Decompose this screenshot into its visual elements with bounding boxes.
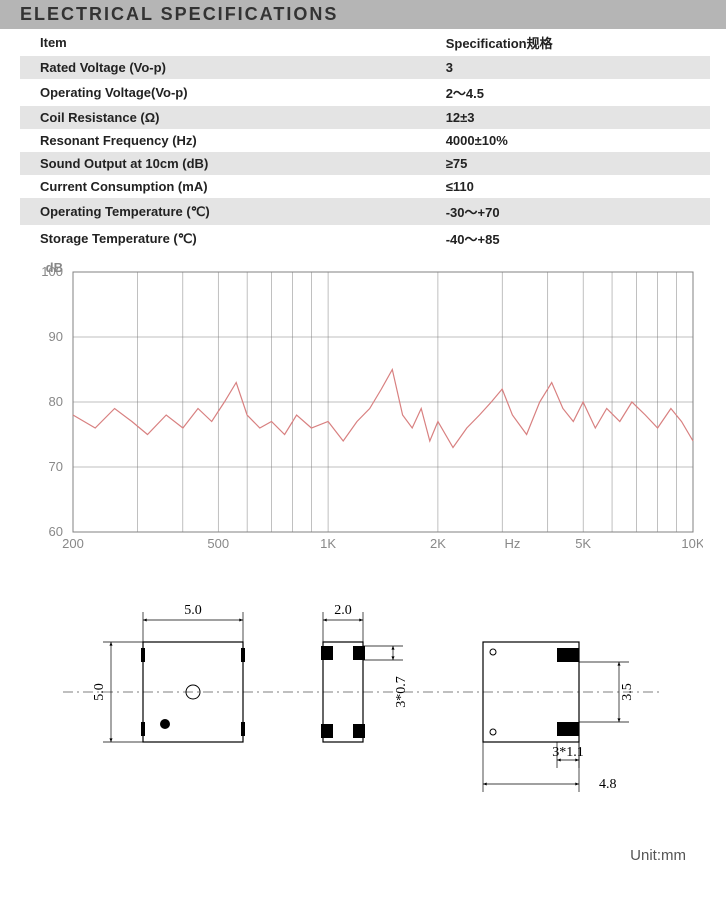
svg-text:5K: 5K [575, 536, 591, 551]
svg-text:200: 200 [62, 536, 84, 551]
svg-text:90: 90 [49, 329, 63, 344]
col-spec: Specification规格 [426, 29, 710, 56]
svg-text:500: 500 [207, 536, 229, 551]
svg-text:3*0.7: 3*0.7 [394, 676, 409, 708]
svg-text:70: 70 [49, 459, 63, 474]
table-row: Operating Voltage(Vo-p)2～4.5 [20, 79, 710, 106]
svg-text:60: 60 [49, 524, 63, 539]
svg-text:4.8: 4.8 [599, 777, 617, 792]
svg-text:80: 80 [49, 394, 63, 409]
svg-text:5.0: 5.0 [92, 683, 107, 701]
svg-text:3.5: 3.5 [620, 683, 635, 701]
col-item: Item [20, 29, 426, 56]
table-row: Resonant Frequency (Hz)4000±10% [20, 129, 710, 152]
svg-text:5.0: 5.0 [184, 603, 202, 618]
table-row: Current Consumption (mA)≤110 [20, 175, 710, 198]
svg-text:2.0: 2.0 [334, 603, 352, 618]
unit-label: Unit:mm [0, 847, 686, 864]
svg-text:1K: 1K [320, 536, 336, 551]
table-row: Coil Resistance (Ω)12±3 [20, 106, 710, 129]
frequency-response-chart: 60708090100dB2005001K2K5K10KHz [23, 262, 703, 552]
section-title: ELECTRICAL SPECIFICATIONS [20, 4, 338, 24]
section-header: ELECTRICAL SPECIFICATIONS [0, 0, 726, 29]
mechanical-drawing: 5.05.02.03*0.73.53*1.14.8 [23, 572, 703, 817]
svg-text:dB: dB [46, 262, 63, 275]
svg-text:Hz: Hz [504, 536, 520, 551]
table-row: Sound Output at 10cm (dB)≥75 [20, 152, 710, 175]
table-row: Operating Temperature (℃)-30～+70 [20, 198, 710, 225]
table-row: Storage Temperature (℃)-40～+85 [20, 225, 710, 252]
table-row: Rated Voltage (Vo-p)3 [20, 56, 710, 79]
spec-table: Item Specification规格 Rated Voltage (Vo-p… [20, 29, 710, 252]
svg-text:2K: 2K [430, 536, 446, 551]
table-header-row: Item Specification规格 [20, 29, 710, 56]
svg-text:10K: 10K [681, 536, 703, 551]
